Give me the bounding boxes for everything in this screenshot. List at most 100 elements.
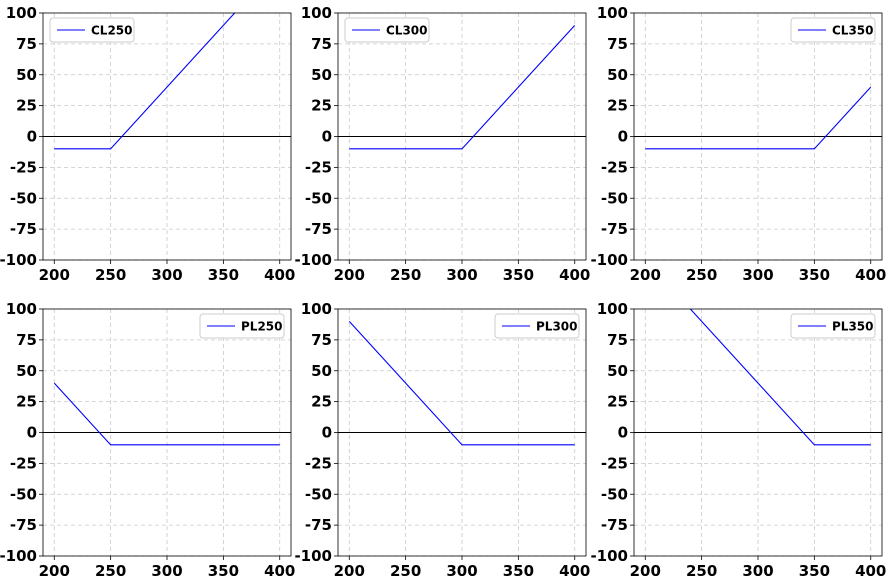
x-tick-label: 350 — [799, 562, 830, 580]
legend-label: CL250 — [91, 24, 133, 38]
y-tick-label: 0 — [27, 128, 37, 146]
x-tick-label: 300 — [151, 266, 182, 284]
subplot-6: 200 250 300 350 400 -100 -75 -50 -25 0 25 50 75 100 PL… — [590, 300, 886, 580]
subplot-2: 200 250 300 350 400 -100 -75 -50 -25 0 25 50 75 100 CL… — [294, 4, 590, 284]
x-tick-label: 300 — [446, 562, 477, 580]
y-tick-label: 100 — [6, 4, 37, 22]
x-tick-label: 400 — [264, 266, 295, 284]
y-tick-label: -50 — [10, 189, 37, 207]
y-tick-label: -25 — [601, 454, 628, 472]
y-tick-label: 100 — [597, 4, 628, 22]
x-tick-label: 250 — [686, 266, 717, 284]
y-tick-label: 50 — [16, 362, 37, 380]
series-line-CL350 — [645, 86, 872, 150]
y-tick-label: 75 — [16, 35, 37, 53]
series-line-PL300 — [348, 320, 575, 446]
legend-box — [790, 313, 876, 339]
x-tick-label: 250 — [95, 266, 126, 284]
y-tick-label: 50 — [607, 66, 628, 84]
y-tick-label: 25 — [607, 97, 628, 115]
y-tick-label: 0 — [322, 424, 332, 442]
series-line-CL250 — [54, 13, 236, 150]
y-tick-label: -100 — [0, 547, 37, 565]
x-tick-label: 400 — [264, 562, 295, 580]
y-tick-label: -100 — [294, 547, 332, 565]
x-tick-label: 350 — [208, 562, 239, 580]
y-tick-label: -75 — [305, 220, 332, 238]
legend-box — [494, 313, 580, 339]
y-tick-label: 25 — [16, 97, 37, 115]
y-tick-label: -75 — [10, 220, 37, 238]
y-tick-label: -25 — [305, 454, 332, 472]
x-tick-label: 200 — [630, 562, 661, 580]
y-tick-label: -50 — [601, 189, 628, 207]
x-tick-label: 350 — [503, 562, 534, 580]
y-tick-label: -25 — [305, 158, 332, 176]
x-tick-label: 300 — [151, 562, 182, 580]
legend-box — [790, 17, 876, 43]
y-tick-label: 100 — [6, 300, 37, 318]
x-tick-label: 250 — [390, 562, 421, 580]
legend: CL300 — [344, 17, 430, 43]
y-tick-label: 0 — [618, 128, 628, 146]
y-tick-label: -75 — [305, 516, 332, 534]
y-tick-label: -25 — [10, 454, 37, 472]
subplot-1: 200 250 300 350 400 -100 -75 -50 -25 0 25 50 75 100 CL… — [0, 4, 295, 284]
subplot-4: 200 250 300 350 400 -100 -75 -50 -25 0 25 50 75 100 PL… — [0, 300, 295, 580]
legend: PL350 — [790, 313, 876, 339]
subplot-5: 200 250 300 350 400 -100 -75 -50 -25 0 25 50 75 100 PL… — [294, 300, 590, 580]
y-tick-label: 100 — [597, 300, 628, 318]
x-tick-label: 300 — [742, 266, 773, 284]
series-line-CL300 — [349, 24, 576, 150]
y-tick-label: -50 — [10, 485, 37, 503]
x-tick-label: 200 — [39, 266, 70, 284]
y-tick-label: 75 — [311, 35, 332, 53]
y-tick-label: 0 — [618, 424, 628, 442]
y-tick-label: -100 — [0, 251, 37, 269]
y-tick-label: -75 — [601, 220, 628, 238]
legend-label: PL300 — [536, 320, 578, 334]
y-tick-label: 50 — [311, 362, 332, 380]
x-tick-label: 200 — [39, 562, 70, 580]
y-tick-label: -50 — [601, 485, 628, 503]
y-tick-label: 25 — [16, 393, 37, 411]
legend-box — [199, 313, 285, 339]
series-line-PL350 — [689, 309, 871, 446]
y-tick-label: -50 — [305, 485, 332, 503]
y-tick-label: 25 — [311, 393, 332, 411]
legend: CL250 — [49, 17, 135, 43]
y-tick-label: 0 — [27, 424, 37, 442]
y-tick-label: -100 — [590, 251, 628, 269]
y-tick-label: -75 — [10, 516, 37, 534]
x-tick-label: 350 — [503, 266, 534, 284]
x-tick-label: 250 — [390, 266, 421, 284]
y-tick-label: 75 — [16, 331, 37, 349]
series-line-PL250 — [53, 382, 280, 446]
legend: CL350 — [790, 17, 876, 43]
y-tick-label: -25 — [10, 158, 37, 176]
y-tick-label: -75 — [601, 516, 628, 534]
y-tick-label: 100 — [301, 300, 332, 318]
y-tick-label: -25 — [601, 158, 628, 176]
x-tick-label: 350 — [208, 266, 239, 284]
x-tick-label: 400 — [855, 562, 886, 580]
x-tick-label: 250 — [95, 562, 126, 580]
y-tick-label: -50 — [305, 189, 332, 207]
y-tick-label: 50 — [16, 66, 37, 84]
x-tick-label: 250 — [686, 562, 717, 580]
y-tick-label: 25 — [311, 97, 332, 115]
x-tick-label: 400 — [855, 266, 886, 284]
x-tick-label: 300 — [446, 266, 477, 284]
y-tick-label: -100 — [590, 547, 628, 565]
x-tick-label: 350 — [799, 266, 830, 284]
legend-label: CL350 — [832, 24, 874, 38]
legend-box — [49, 17, 135, 43]
y-tick-label: 50 — [311, 66, 332, 84]
y-tick-label: -100 — [294, 251, 332, 269]
y-tick-label: 50 — [607, 362, 628, 380]
legend-label: PL250 — [241, 320, 283, 334]
legend-label: PL350 — [832, 320, 874, 334]
x-tick-label: 200 — [334, 266, 365, 284]
x-tick-label: 200 — [334, 562, 365, 580]
